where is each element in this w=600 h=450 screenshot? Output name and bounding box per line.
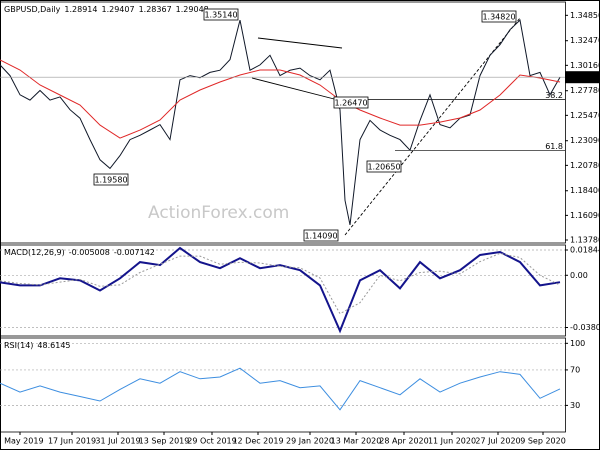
y-tick-label: 100 bbox=[570, 339, 585, 348]
series-line bbox=[0, 19, 561, 225]
series-line bbox=[0, 367, 561, 411]
x-tick-label: 28 Apr 2020 bbox=[379, 437, 428, 446]
series-line bbox=[0, 246, 561, 334]
annotation-box bbox=[333, 96, 369, 109]
x-tick-label: 31 Jul 2019 bbox=[95, 437, 140, 446]
header-value: 1.28367 bbox=[139, 5, 172, 14]
level-label: 38.2 bbox=[545, 91, 563, 100]
annotation-box bbox=[203, 8, 239, 21]
y-tick-label: 1.23090 bbox=[570, 136, 600, 145]
annotation-box bbox=[481, 10, 517, 23]
annotation-box bbox=[93, 173, 129, 186]
annotation: 1.19580 bbox=[94, 176, 127, 185]
panel-header: MACD(12,26,9) -0.005008 -0.007142 bbox=[4, 248, 155, 257]
panel-frame bbox=[0, 1, 566, 244]
header-value: 1.29048 bbox=[176, 5, 209, 14]
annotation: 1.20650 bbox=[367, 163, 400, 172]
x-tick-label: 13 Mar 2020 bbox=[331, 437, 382, 446]
y-tick-label: 70 bbox=[570, 365, 580, 374]
series-line bbox=[0, 59, 561, 139]
y-tick-label: 1.13780 bbox=[570, 236, 600, 245]
header-value: -0.007142 bbox=[114, 248, 155, 257]
annotation: 1.14090 bbox=[304, 232, 337, 241]
y-tick-label: 1.18400 bbox=[570, 186, 600, 195]
y-tick-label: 0.018442 bbox=[570, 246, 600, 255]
watermark: ActionForex.com bbox=[148, 203, 289, 223]
x-tick-label: 27 Jul 2020 bbox=[475, 437, 520, 446]
annotation-box bbox=[303, 229, 339, 242]
x-tick-label: 9 Sep 2020 bbox=[520, 437, 566, 446]
y-tick-label: 1.30160 bbox=[570, 61, 600, 70]
panel-header: RSI(14) 48.6145 bbox=[4, 341, 71, 350]
annotation: 1.34820 bbox=[482, 13, 515, 22]
annotation: 1.35140 bbox=[204, 11, 237, 20]
panel-frame bbox=[0, 337, 566, 433]
x-tick-label: 29 Jan 2020 bbox=[286, 437, 334, 446]
x-tick-label: 2 May 2019 bbox=[0, 437, 44, 446]
header-value: 1.28914 bbox=[64, 5, 97, 14]
panel-frame bbox=[0, 244, 566, 337]
annotation: 1.26470 bbox=[334, 99, 367, 108]
y-tick-label: 0.00 bbox=[570, 271, 588, 280]
x-tick-label: 17 Jun 2019 bbox=[48, 437, 96, 446]
x-tick-label: 11 Jun 2020 bbox=[428, 437, 476, 446]
y-tick-label: 1.16090 bbox=[570, 211, 600, 220]
header-value: -0.005008 bbox=[69, 248, 110, 257]
y-tick-label: 30 bbox=[570, 401, 580, 410]
y-tick-label: 1.27780 bbox=[570, 86, 600, 95]
y-tick-label: 1.32470 bbox=[570, 36, 600, 45]
x-tick-label: 29 Oct 2019 bbox=[187, 437, 236, 446]
panel-title: MACD(12,26,9) bbox=[4, 248, 65, 257]
series-line bbox=[0, 252, 561, 315]
y-tick-label: -0.038095 bbox=[570, 323, 600, 332]
x-tick-label: 12 Dec 2019 bbox=[232, 437, 283, 446]
panel-title: GBPUSD,Daily bbox=[4, 5, 61, 14]
y-tick-label: 1.34850 bbox=[570, 11, 600, 20]
header-value: 48.6145 bbox=[37, 341, 70, 350]
y-tick-label: 1.20780 bbox=[570, 161, 600, 170]
panel-title: RSI(14) bbox=[4, 341, 33, 350]
panel-header: GBPUSD,Daily 1.28914 1.29407 1.28367 1.29048 bbox=[4, 5, 209, 14]
current-price-box bbox=[565, 71, 600, 84]
level-label: 61.8 bbox=[545, 142, 563, 151]
annotation-box bbox=[366, 160, 402, 173]
x-tick-label: 13 Sep 2019 bbox=[139, 437, 190, 446]
current-price: 1.29048 bbox=[568, 73, 600, 82]
y-tick-label: 1.25470 bbox=[570, 111, 600, 120]
header-value: 1.29407 bbox=[101, 5, 134, 14]
